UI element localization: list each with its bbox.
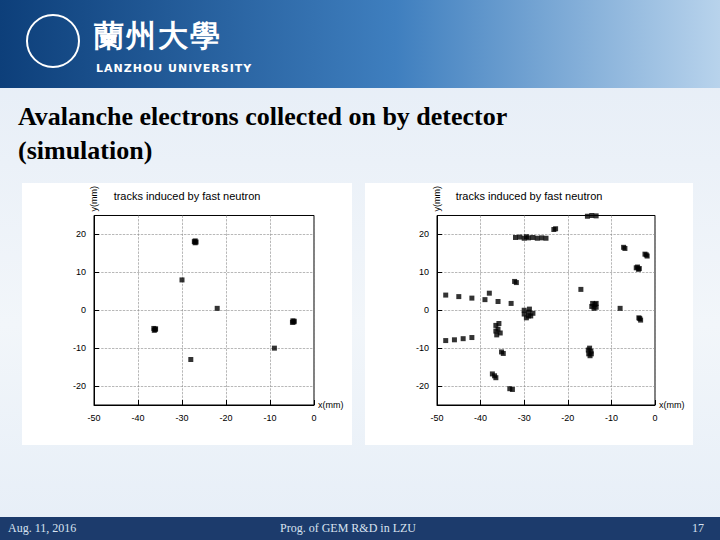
html-text:Aug. 11, 2016: Aug. 11, 2016 bbox=[8, 521, 77, 535]
svg-text:0: 0 bbox=[652, 413, 657, 423]
svg-text:-50: -50 bbox=[87, 413, 100, 423]
svg-text:20: 20 bbox=[76, 229, 86, 239]
svg-text:0: 0 bbox=[311, 413, 316, 423]
svg-text:0: 0 bbox=[81, 305, 86, 315]
svg-text:-30: -30 bbox=[175, 413, 188, 423]
svg-text:x(mm): x(mm) bbox=[659, 400, 685, 410]
html-text:17: 17 bbox=[692, 521, 704, 535]
html-text:(simulation): (simulation) bbox=[18, 136, 153, 165]
svg-text:-20: -20 bbox=[416, 381, 429, 391]
svg-text:-20: -20 bbox=[219, 413, 232, 423]
svg-text:10: 10 bbox=[419, 267, 429, 277]
svg-text:0: 0 bbox=[424, 305, 429, 315]
svg-text:y(mm): y(mm) bbox=[89, 186, 99, 212]
svg-text:-40: -40 bbox=[131, 413, 144, 423]
svg-text:-10: -10 bbox=[605, 413, 618, 423]
html-text:Prog. of GEM R&D in LZU: Prog. of GEM R&D in LZU bbox=[280, 521, 416, 535]
svg-text:-40: -40 bbox=[474, 413, 487, 423]
svg-text:-10: -10 bbox=[263, 413, 276, 423]
html-text:LANZHOU UNIVERSITY: LANZHOU UNIVERSITY bbox=[96, 62, 253, 75]
html-text:蘭州大學: 蘭州大學 bbox=[94, 18, 222, 53]
svg-text:-30: -30 bbox=[518, 413, 531, 423]
svg-text:-10: -10 bbox=[416, 343, 429, 353]
svg-text:-10: -10 bbox=[73, 343, 86, 353]
html-text:Avalanche electrons collected: Avalanche electrons collected on by dete… bbox=[18, 102, 508, 131]
svg-text:x(mm): x(mm) bbox=[318, 400, 344, 410]
svg-text:tracks induced by fast neutron: tracks induced by fast neutron bbox=[456, 190, 603, 202]
svg-text:20: 20 bbox=[419, 229, 429, 239]
svg-text:10: 10 bbox=[76, 267, 86, 277]
svg-text:tracks induced by fast neutron: tracks induced by fast neutron bbox=[114, 190, 261, 202]
svg-text:-20: -20 bbox=[73, 381, 86, 391]
svg-text:y(mm): y(mm) bbox=[432, 186, 442, 212]
svg-text:-50: -50 bbox=[430, 413, 443, 423]
svg-text:-20: -20 bbox=[561, 413, 574, 423]
